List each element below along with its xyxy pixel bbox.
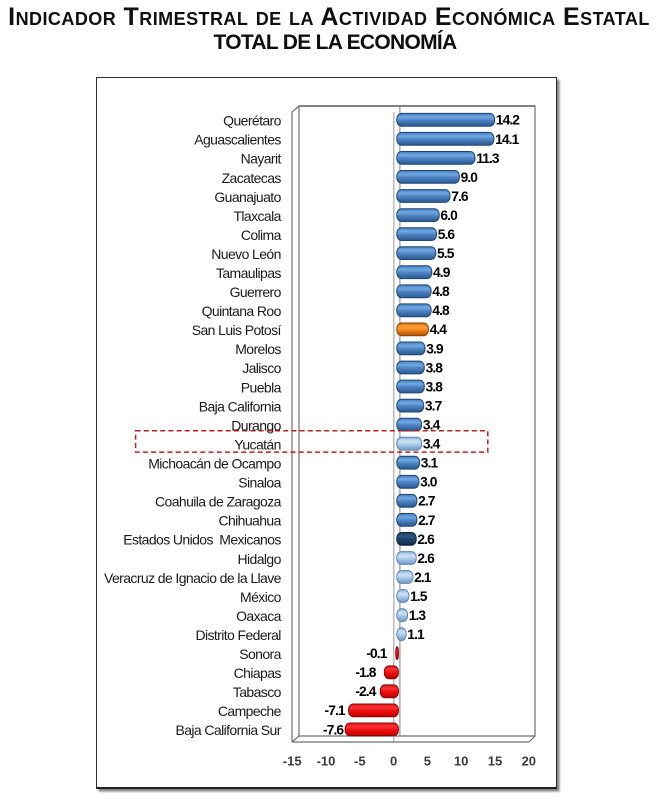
- svg-text:5: 5: [424, 754, 431, 769]
- svg-text:Querétaro: Querétaro: [223, 113, 281, 129]
- svg-text:3.0: 3.0: [420, 475, 438, 490]
- svg-text:15: 15: [488, 754, 502, 769]
- svg-text:Veracruz de Ignacio de la Llav: Veracruz de Ignacio de la Llave: [104, 570, 282, 586]
- svg-text:Sonora: Sonora: [239, 646, 281, 662]
- svg-text:3.9: 3.9: [426, 341, 444, 356]
- svg-text:3.8: 3.8: [426, 360, 444, 375]
- svg-text:11.3: 11.3: [476, 151, 500, 166]
- svg-text:Hidalgo: Hidalgo: [238, 551, 282, 567]
- svg-text:-7.1: -7.1: [325, 703, 346, 718]
- svg-text:-2.4: -2.4: [355, 684, 376, 699]
- svg-text:Michoacán de Ocampo: Michoacán de Ocampo: [148, 456, 281, 472]
- svg-text:Tlaxcala: Tlaxcala: [233, 208, 281, 224]
- svg-text:-10: -10: [317, 754, 336, 769]
- svg-text:Quintana Roo: Quintana Roo: [202, 303, 282, 319]
- svg-text:Nayarit: Nayarit: [241, 151, 282, 167]
- svg-text:6.0: 6.0: [440, 208, 458, 223]
- svg-text:Nuevo León: Nuevo León: [211, 246, 281, 262]
- svg-text:Chihuahua: Chihuahua: [218, 513, 281, 529]
- svg-text:4.8: 4.8: [432, 303, 450, 318]
- svg-text:Durango: Durango: [231, 417, 281, 433]
- svg-text:4.9: 4.9: [433, 265, 451, 280]
- svg-text:9.0: 9.0: [461, 170, 479, 185]
- svg-text:2.7: 2.7: [418, 513, 436, 528]
- svg-text:Oaxaca: Oaxaca: [236, 608, 281, 624]
- svg-text:Zacatecas: Zacatecas: [222, 170, 282, 186]
- svg-text:Morelos: Morelos: [235, 341, 281, 357]
- svg-text:5.5: 5.5: [437, 246, 455, 261]
- svg-text:2.6: 2.6: [417, 532, 435, 547]
- svg-text:1.3: 1.3: [409, 608, 427, 623]
- svg-text:0: 0: [390, 754, 397, 769]
- svg-text:14.1: 14.1: [495, 132, 519, 147]
- svg-text:5.6: 5.6: [438, 227, 456, 242]
- svg-text:3.4: 3.4: [423, 437, 441, 452]
- svg-text:10: 10: [454, 754, 468, 769]
- svg-text:Distrito Federal: Distrito Federal: [195, 627, 281, 643]
- svg-text:Sinaloa: Sinaloa: [238, 475, 281, 491]
- svg-text:Baja California Sur: Baja California Sur: [175, 722, 281, 738]
- svg-text:4.8: 4.8: [432, 284, 450, 299]
- svg-text:7.6: 7.6: [451, 189, 469, 204]
- svg-text:2.1: 2.1: [414, 570, 432, 585]
- svg-text:-7.6: -7.6: [323, 722, 344, 737]
- svg-text:Yucatán: Yucatán: [234, 437, 280, 453]
- svg-text:Baja California: Baja California: [199, 398, 282, 414]
- svg-text:Guanajuato: Guanajuato: [214, 189, 281, 205]
- svg-text:3.8: 3.8: [426, 379, 444, 394]
- svg-text:Tamaulipas: Tamaulipas: [216, 265, 281, 281]
- svg-text:-0.1: -0.1: [366, 646, 387, 661]
- svg-text:Aguascalientes: Aguascalientes: [194, 132, 281, 148]
- svg-text:México: México: [240, 589, 282, 605]
- svg-text:4.4: 4.4: [430, 322, 448, 337]
- svg-text:1.5: 1.5: [410, 589, 428, 604]
- svg-text:Chiapas: Chiapas: [234, 665, 282, 681]
- svg-text:Colima: Colima: [241, 227, 282, 243]
- svg-text:-1.8: -1.8: [355, 665, 376, 680]
- svg-text:San Luis Potosí: San Luis Potosí: [192, 322, 282, 338]
- svg-text:3.4: 3.4: [423, 418, 441, 433]
- svg-text:Estados Unidos Mexicanos: Estados Unidos Mexicanos: [123, 532, 281, 548]
- svg-text:Coahuila de Zaragoza: Coahuila de Zaragoza: [155, 494, 282, 510]
- svg-text:2.7: 2.7: [418, 494, 436, 509]
- svg-text:Guerrero: Guerrero: [230, 284, 282, 300]
- svg-text:-15: -15: [283, 754, 302, 769]
- svg-text:3.7: 3.7: [425, 398, 443, 413]
- svg-text:1.1: 1.1: [407, 627, 425, 642]
- svg-text:Jalisco: Jalisco: [242, 360, 281, 376]
- svg-text:Tabasco: Tabasco: [233, 684, 282, 700]
- svg-text:Campeche: Campeche: [218, 703, 282, 719]
- svg-text:Puebla: Puebla: [241, 379, 282, 395]
- svg-text:3.1: 3.1: [421, 456, 439, 471]
- svg-text:14.2: 14.2: [496, 113, 520, 128]
- svg-text:-5: -5: [354, 754, 366, 769]
- svg-text:20: 20: [522, 754, 536, 769]
- svg-text:2.6: 2.6: [417, 551, 435, 566]
